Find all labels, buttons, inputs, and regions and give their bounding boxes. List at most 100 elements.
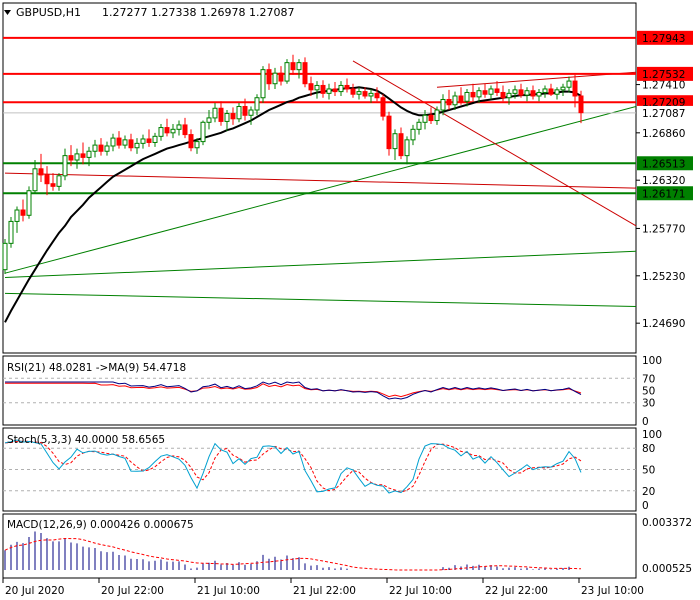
candle-body xyxy=(260,69,266,99)
candle-body xyxy=(68,155,74,161)
candle-body xyxy=(170,128,176,134)
candle-body xyxy=(50,183,56,187)
candle-body xyxy=(338,84,344,93)
candle-body xyxy=(86,150,92,158)
price-tick-label: 1.27410 xyxy=(642,80,685,92)
trend-line xyxy=(4,106,637,274)
candle-body xyxy=(446,98,452,106)
candle-body xyxy=(458,95,464,102)
candle-body xyxy=(380,97,386,117)
candle-body xyxy=(32,168,38,192)
macd-panel: 0.003372 0.000525 xyxy=(2,513,692,579)
candle-body xyxy=(122,139,128,146)
stoch-tick-label: 50 xyxy=(642,465,655,477)
candle-body xyxy=(182,124,188,136)
stoch-frame xyxy=(2,427,637,512)
x-tick-label: 22 Jul 10:00 xyxy=(389,585,452,597)
candle-body xyxy=(278,72,284,82)
candle-body xyxy=(104,145,110,152)
symbol-title: GBPUSD,H1 xyxy=(16,6,81,19)
macd-tick-label: 0.000525 xyxy=(642,563,692,575)
candle-body xyxy=(368,92,374,97)
candle-body xyxy=(224,113,230,122)
macd-tick-label: 0.003372 xyxy=(642,517,692,529)
candle-body xyxy=(572,80,578,97)
candle-body xyxy=(8,220,14,244)
candle-body xyxy=(386,115,392,150)
main-price-panel: 1.27410 1.26860 1.26320 1.25770 1.25230 1.246… xyxy=(2,2,693,354)
price-tick-label: 1.26320 xyxy=(642,175,685,187)
price-tick-label: 1.25230 xyxy=(642,271,685,283)
stoch-d-line xyxy=(4,440,582,493)
rsi-tick-label: 50 xyxy=(642,386,655,398)
candle-body xyxy=(212,107,218,119)
candle-body xyxy=(578,95,584,114)
candle-body xyxy=(230,113,236,120)
stoch-tick-label: 100 xyxy=(642,429,662,441)
candle-body xyxy=(158,127,164,137)
candle-body xyxy=(476,90,482,98)
candle-body xyxy=(326,88,332,94)
candle-body xyxy=(26,190,32,216)
candle-body xyxy=(530,90,536,97)
candle-body xyxy=(320,84,326,94)
candle-body xyxy=(20,209,26,216)
x-tick-label: 21 Jul 10:00 xyxy=(197,585,260,597)
candle-body xyxy=(392,133,398,150)
candle-body xyxy=(500,91,506,99)
price-tick-label: 1.24690 xyxy=(642,318,685,330)
candle-body xyxy=(482,90,488,95)
candle-body xyxy=(134,142,140,149)
candle-body xyxy=(206,117,212,123)
candle-body xyxy=(146,138,152,143)
candle-body xyxy=(374,92,380,99)
x-tick-label: 20 Jul 22:00 xyxy=(101,585,164,597)
candle-body xyxy=(266,69,272,85)
price-tick-label: 1.26860 xyxy=(642,128,685,140)
candle-body xyxy=(506,92,512,99)
candle-body xyxy=(98,144,104,152)
trend-line xyxy=(4,172,637,189)
candle-body xyxy=(194,141,200,149)
x-tick-label: 20 Jul 2020 xyxy=(5,585,64,597)
candle-body xyxy=(2,242,8,271)
candle-body xyxy=(110,137,116,147)
level-tag-label: 1.26171 xyxy=(642,188,685,200)
candle-body xyxy=(434,109,440,122)
x-tick-label: 22 Jul 22:00 xyxy=(485,585,548,597)
rsi-title: RSI(21) 48.0281 ->MA(9) 54.4718 xyxy=(7,362,186,374)
candle-body xyxy=(470,91,476,98)
candle-body xyxy=(524,90,530,96)
candle-body xyxy=(236,106,242,120)
x-tick-label: 23 Jul 10:00 xyxy=(581,585,644,597)
candle-body xyxy=(218,107,224,122)
candle-body xyxy=(554,89,560,95)
candle-body xyxy=(512,89,518,94)
candle-body xyxy=(188,134,194,149)
rsi-line xyxy=(5,381,582,400)
stoch-tick-label: 20 xyxy=(642,486,655,498)
candle-body xyxy=(548,88,554,95)
x-tick-label: 21 Jul 22:00 xyxy=(293,585,356,597)
level-tag xyxy=(637,66,693,81)
stoch-title: Stoch(5,3,3) 40.0000 58.6565 xyxy=(7,434,165,446)
candle-body xyxy=(176,124,182,130)
level-tag xyxy=(637,30,693,45)
chevron-down-icon[interactable] xyxy=(4,10,11,15)
candle-body xyxy=(560,86,566,91)
candle-body xyxy=(464,91,470,102)
candle-body xyxy=(488,88,494,95)
candle-body xyxy=(38,168,44,176)
candle-body xyxy=(272,72,278,85)
candle-body xyxy=(410,128,416,141)
candle-body xyxy=(164,127,170,134)
candle-body xyxy=(416,121,422,130)
candle-body xyxy=(74,153,80,161)
candle-body xyxy=(80,153,86,158)
level-tag-label: 1.26513 xyxy=(642,158,685,170)
stoch-tick-label: 80 xyxy=(642,443,655,455)
candle-body xyxy=(62,155,68,177)
candle-body xyxy=(248,109,254,116)
rsi-tick-label: 0 xyxy=(642,416,649,428)
